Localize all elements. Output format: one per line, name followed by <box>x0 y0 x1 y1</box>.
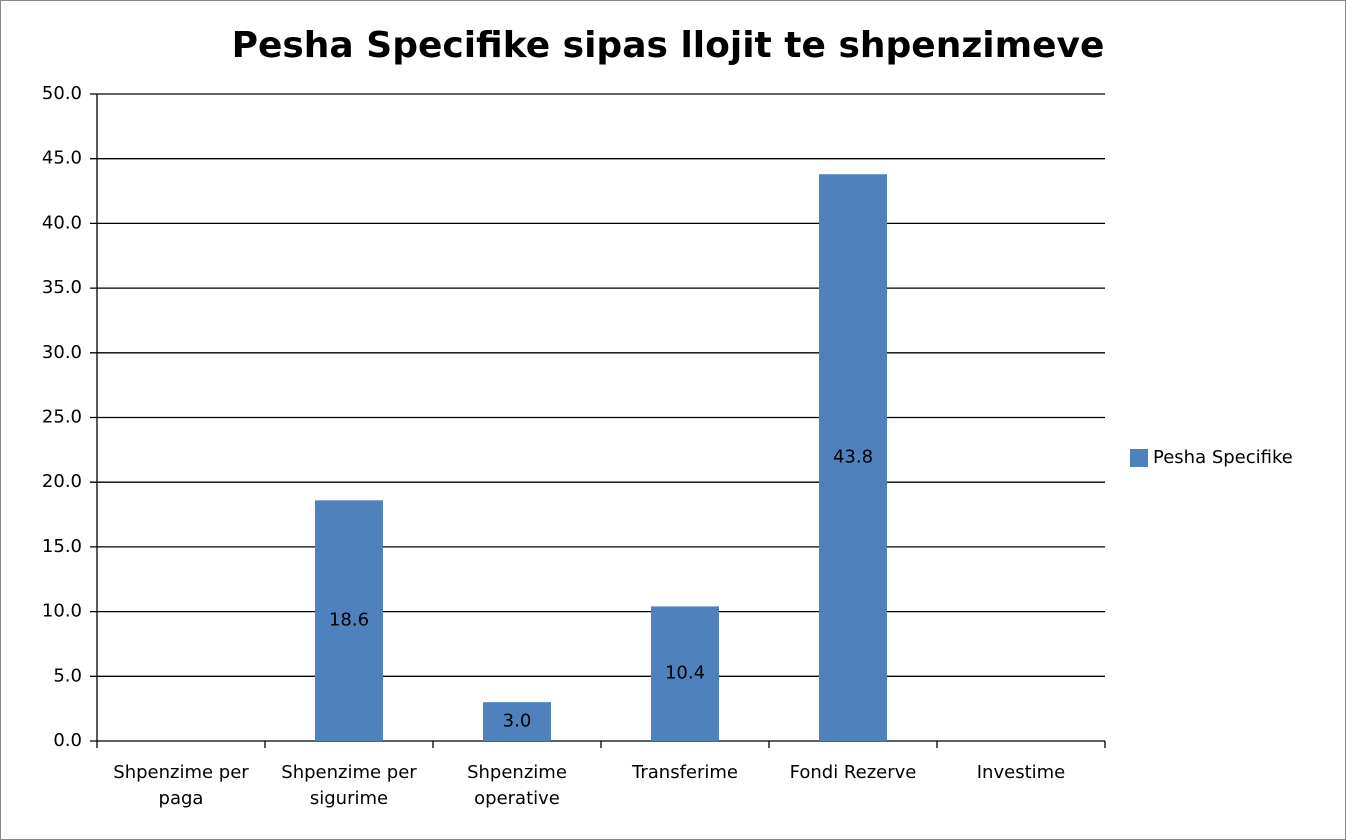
y-tick-label: 25.0 <box>42 407 82 428</box>
x-tick-label: Shpenzime per sigurime <box>281 762 417 809</box>
bar <box>651 606 719 741</box>
data-label: 43.8 <box>833 447 873 468</box>
data-label: 3.0 <box>503 711 532 732</box>
y-tick-label: 45.0 <box>42 148 82 169</box>
y-tick-label: 0.0 <box>53 730 82 751</box>
data-label: 18.6 <box>329 610 369 631</box>
x-tick-label: Shpenzime operative <box>467 762 567 809</box>
bar <box>483 702 551 741</box>
y-tick-label: 5.0 <box>53 665 82 686</box>
x-tick-label: Investime <box>976 762 1066 783</box>
chart-title: Pesha Specifike sipas llojit te shpenzim… <box>232 25 1105 66</box>
bar <box>315 500 383 741</box>
legend-label: Pesha Specifike <box>1153 447 1293 468</box>
y-tick-label: 35.0 <box>42 277 82 298</box>
data-label: 10.4 <box>665 663 705 684</box>
bar <box>819 174 887 741</box>
y-tick-label: 50.0 <box>42 83 82 104</box>
y-tick-label: 15.0 <box>42 536 82 557</box>
y-tick-label: 30.0 <box>42 342 82 363</box>
x-tick-label: Shpenzime per paga <box>113 762 249 809</box>
y-tick-label: 40.0 <box>42 212 82 233</box>
x-tick-label: Transferime <box>632 762 738 783</box>
y-tick-label: 10.0 <box>42 601 82 622</box>
legend-swatch <box>1130 449 1148 467</box>
x-tick-label: Fondi Rezerve <box>789 762 917 783</box>
y-tick-label: 20.0 <box>42 471 82 492</box>
